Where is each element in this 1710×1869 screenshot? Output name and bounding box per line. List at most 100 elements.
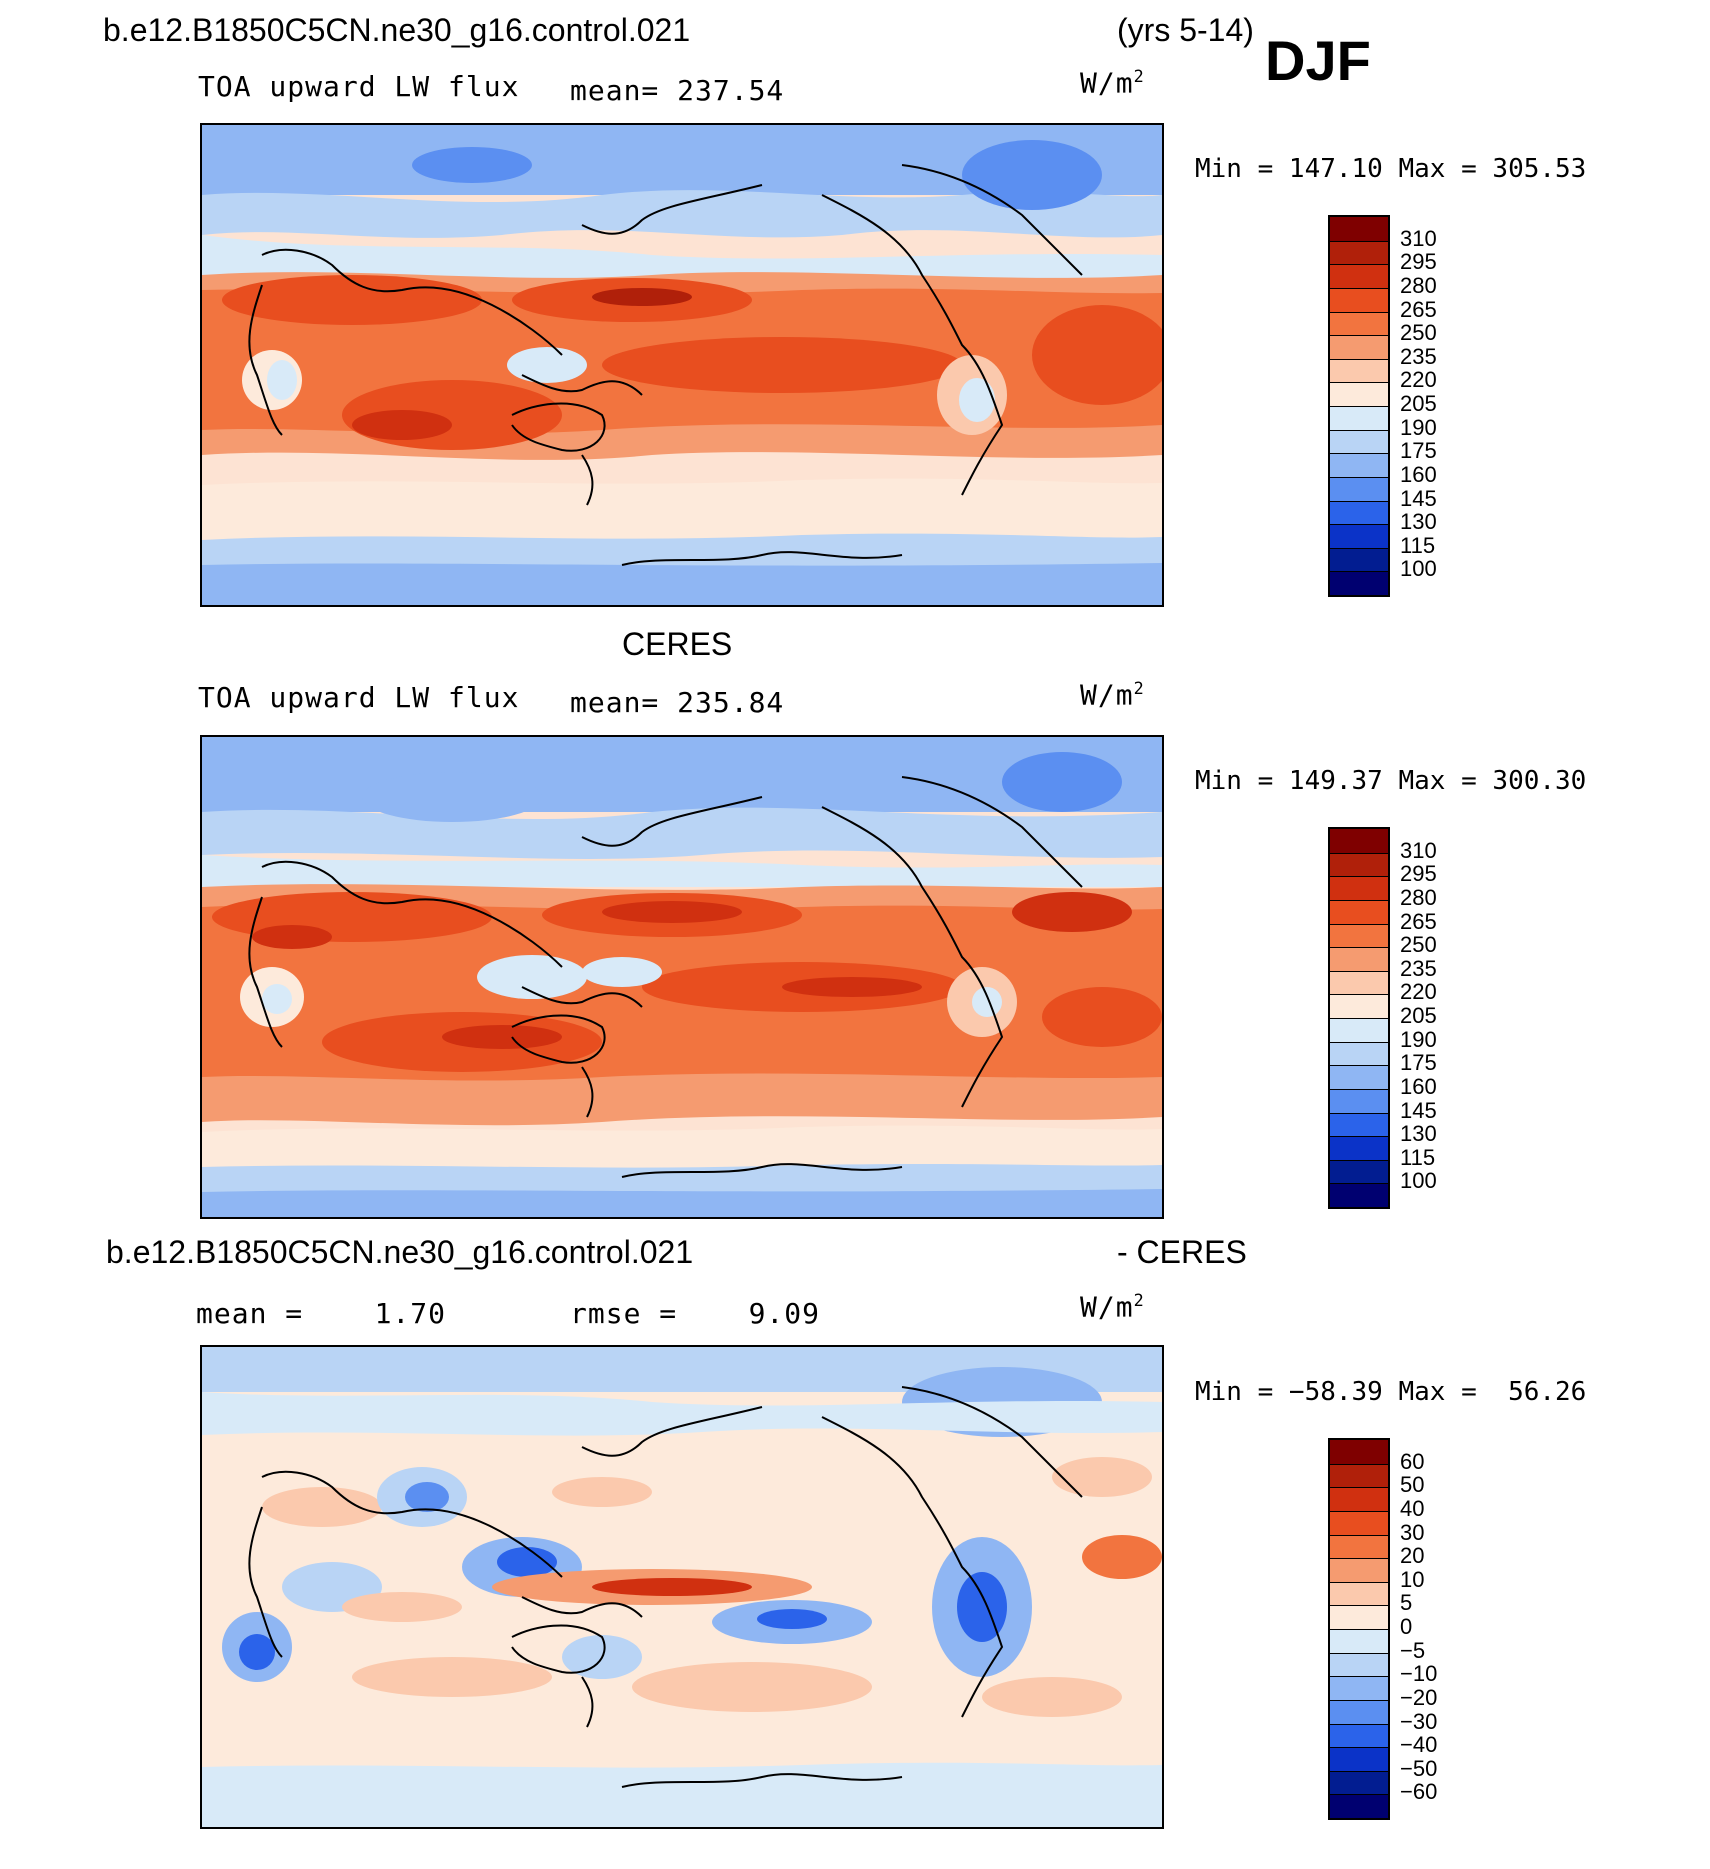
panel3-section-title: b.e12.B1850C5CN.ne30_g16.control.021 xyxy=(106,1234,694,1270)
colorbar-segment xyxy=(1330,1510,1388,1535)
colorbar-tick-label: 220 xyxy=(1400,979,1437,1005)
colorbar-tick-label: 100 xyxy=(1400,1168,1437,1194)
colorbar-tick-label: 310 xyxy=(1400,225,1437,251)
colorbar-segment xyxy=(1330,1183,1388,1207)
colorbar-tick-label: 10 xyxy=(1400,1566,1425,1592)
colorbar-tick-label: 295 xyxy=(1400,249,1437,275)
colorbar-segment xyxy=(1330,524,1388,548)
colorbar-segment xyxy=(1330,217,1388,241)
colorbar-segment xyxy=(1330,311,1388,336)
colorbar-tick-label: −40 xyxy=(1400,1732,1438,1758)
colorbar-tick-label: 145 xyxy=(1400,1097,1437,1123)
colorbar-tick-label: 280 xyxy=(1400,884,1437,910)
colorbar-segment xyxy=(1330,852,1388,877)
colorbar-segment xyxy=(1330,1159,1388,1184)
colorbar-tick-label: 280 xyxy=(1400,272,1437,298)
colorbar-segment xyxy=(1330,1723,1388,1748)
colorbar-segment xyxy=(1330,1558,1388,1582)
colorbar-segment xyxy=(1330,1629,1388,1653)
colorbar-tick-label: 60 xyxy=(1400,1448,1425,1474)
panel2-map-svg xyxy=(202,737,1162,1217)
colorbar-segment xyxy=(1330,1041,1388,1066)
colorbar-segment xyxy=(1330,1487,1388,1511)
colorbar-segment xyxy=(1330,547,1388,572)
colorbar-segment xyxy=(1330,1676,1388,1700)
colorbar-segment xyxy=(1330,923,1388,948)
panel2-units-text: W/m xyxy=(1080,678,1134,712)
colorbar-tick-label: 265 xyxy=(1400,908,1437,934)
colorbar-tick-label: 145 xyxy=(1400,485,1437,511)
panel3-minmax: Min = −58.39 Max = 56.26 xyxy=(1195,1377,1587,1407)
colorbar-segment xyxy=(1330,947,1388,971)
colorbar-segment xyxy=(1330,335,1388,359)
colorbar-segment xyxy=(1330,1581,1388,1606)
colorbar-segment xyxy=(1330,264,1388,288)
colorbar-tick-label: 235 xyxy=(1400,955,1437,981)
panel2-minmax: Min = 149.37 Max = 300.30 xyxy=(1195,766,1587,796)
colorbar-segment xyxy=(1330,1652,1388,1677)
colorbar-tick-label: 235 xyxy=(1400,343,1437,369)
panel1-minmax: Min = 147.10 Max = 305.53 xyxy=(1195,154,1587,184)
colorbar-segment xyxy=(1330,899,1388,924)
colorbar-segment xyxy=(1330,1463,1388,1488)
panel1-map-svg xyxy=(202,125,1162,605)
colorbar-segment xyxy=(1330,876,1388,900)
colorbar-tick-label: 115 xyxy=(1400,532,1436,558)
years-label: (yrs 5-14) xyxy=(1117,12,1254,48)
colorbar-segment xyxy=(1330,1605,1388,1629)
colorbar-tick-label: 175 xyxy=(1400,1050,1437,1076)
panel2-map xyxy=(200,735,1164,1219)
case-title: b.e12.B1850C5CN.ne30_g16.control.021 xyxy=(103,12,691,48)
colorbar-tick-label: 190 xyxy=(1400,414,1437,440)
colorbar-segment xyxy=(1330,571,1388,595)
colorbar-tick-label: 265 xyxy=(1400,296,1437,322)
panel3-units-text: W/m xyxy=(1080,1290,1134,1324)
colorbar-segment xyxy=(1330,1747,1388,1771)
colorbar-tick-label: 5 xyxy=(1400,1590,1413,1616)
colorbar-tick-label: 0 xyxy=(1400,1614,1413,1639)
colorbar-segment xyxy=(1330,1699,1388,1724)
colorbar-segment xyxy=(1330,240,1388,265)
panel3-section-title-right: - CERES xyxy=(1117,1234,1247,1270)
colorbar-segment xyxy=(1330,500,1388,525)
panel2-units-sup: 2 xyxy=(1133,678,1145,698)
colorbar-segment xyxy=(1330,1794,1388,1818)
panel1-units-sup: 2 xyxy=(1133,66,1145,86)
panel1-colorbar xyxy=(1328,215,1390,597)
panel3-map-svg xyxy=(202,1347,1162,1827)
colorbar-tick-label: −50 xyxy=(1400,1755,1438,1781)
colorbar-tick-label: 310 xyxy=(1400,837,1437,863)
panel2-colorbar xyxy=(1328,827,1390,1209)
colorbar-segment xyxy=(1330,1112,1388,1137)
colorbar-tick-label: 205 xyxy=(1400,1003,1437,1028)
colorbar-tick-label: −10 xyxy=(1400,1661,1438,1687)
colorbar-segment xyxy=(1330,406,1388,430)
colorbar-segment xyxy=(1330,1440,1388,1464)
colorbar-segment xyxy=(1330,1018,1388,1042)
colorbar-tick-label: 160 xyxy=(1400,1073,1437,1099)
colorbar-segment xyxy=(1330,358,1388,383)
colorbar-segment xyxy=(1330,1088,1388,1113)
panel2-section-title: CERES xyxy=(622,626,733,662)
panel1-units-text: W/m xyxy=(1080,66,1134,100)
colorbar-tick-label: 40 xyxy=(1400,1495,1425,1521)
panel2-variable: TOA upward LW flux xyxy=(198,681,520,714)
colorbar-segment xyxy=(1330,1770,1388,1795)
colorbar-tick-label: 100 xyxy=(1400,556,1437,582)
panel3-units-sup: 2 xyxy=(1133,1290,1145,1310)
panel1-variable: TOA upward LW flux xyxy=(198,70,520,103)
colorbar-segment xyxy=(1330,1534,1388,1559)
panel3-mean: mean = 1.70 xyxy=(196,1297,447,1330)
colorbar-tick-label: 295 xyxy=(1400,861,1437,887)
panel2-mean: mean= 235.84 xyxy=(570,686,785,719)
panel1-map xyxy=(200,123,1164,607)
colorbar-segment xyxy=(1330,453,1388,477)
panel2-units: W/m2 xyxy=(1080,678,1145,711)
colorbar-tick-label: 115 xyxy=(1400,1144,1436,1170)
season-label: DJF xyxy=(1265,29,1371,92)
colorbar-segment xyxy=(1330,829,1388,853)
colorbar-segment xyxy=(1330,994,1388,1018)
colorbar-tick-label: 160 xyxy=(1400,461,1437,487)
colorbar-segment xyxy=(1330,476,1388,501)
colorbar-segment xyxy=(1330,429,1388,454)
